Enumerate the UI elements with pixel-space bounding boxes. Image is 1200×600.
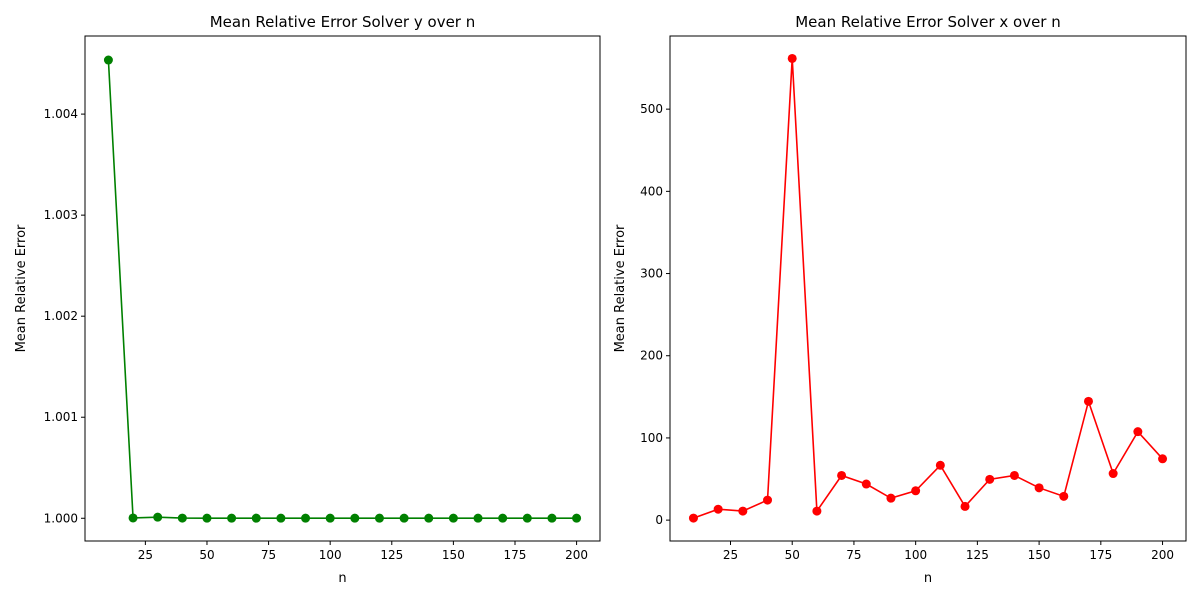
x-tick-label: 125: [380, 548, 403, 562]
x-tick-label: 150: [1028, 548, 1051, 562]
series-line-solver-x: [693, 58, 1164, 519]
x-tick-label: 50: [199, 548, 214, 562]
data-point: [1059, 491, 1069, 501]
data-point: [1108, 469, 1118, 479]
data-point: [911, 486, 921, 496]
y-tick-label: 1.001: [44, 410, 78, 424]
chart-title-solver-x: Mean Relative Error Solver x over n: [795, 13, 1061, 31]
y-tick-label: 1.004: [44, 107, 78, 121]
x-tick-label: 175: [1089, 548, 1112, 562]
data-point: [688, 513, 698, 523]
data-point: [1133, 427, 1143, 437]
data-point: [572, 513, 582, 523]
y-axis-label-solver-y: Mean Relative Error: [14, 224, 29, 352]
data-point: [763, 495, 773, 505]
data-point: [1009, 470, 1019, 480]
y-tick-label: 100: [640, 431, 663, 445]
data-point: [498, 513, 508, 523]
y-tick-label: 500: [640, 102, 663, 116]
data-point: [812, 506, 822, 516]
chart-title-solver-y: Mean Relative Error Solver y over n: [210, 13, 476, 31]
series-line-solver-y: [107, 60, 577, 519]
data-point: [738, 506, 748, 516]
y-tick-label: 300: [640, 267, 663, 281]
x-tick-label: 25: [723, 548, 738, 562]
x-tick-label: 200: [1151, 548, 1174, 562]
data-point: [713, 504, 723, 514]
data-point: [1034, 483, 1044, 493]
data-point: [448, 513, 458, 523]
data-point: [985, 474, 995, 484]
x-axis-label-solver-x: n: [924, 571, 932, 586]
data-point: [301, 513, 311, 523]
data-point: [837, 470, 847, 480]
y-tick-label: 200: [640, 349, 663, 363]
data-point: [153, 512, 163, 522]
data-point: [886, 493, 896, 503]
data-point: [424, 513, 434, 523]
plot-area-solver-y: [84, 35, 601, 542]
y-tick-label: 0: [655, 513, 663, 527]
x-tick-label: 125: [966, 548, 989, 562]
plot-area-solver-x: [669, 35, 1187, 542]
y-tick-label: 400: [640, 184, 663, 198]
x-axis-label-solver-y: n: [338, 571, 346, 586]
x-tick-label: 100: [319, 548, 342, 562]
x-tick-label: 200: [565, 548, 588, 562]
y-axis-label-solver-x: Mean Relative Error: [613, 224, 628, 352]
data-point: [473, 513, 483, 523]
data-point: [787, 53, 797, 63]
chart-solver-x: Mean Relative Error Solver x over n 25 50 7…: [613, 13, 1187, 586]
data-point: [251, 513, 261, 523]
data-point: [276, 513, 286, 523]
data-point: [177, 513, 187, 523]
y-tick-label: 1.002: [44, 309, 78, 323]
y-tick-label: 1.003: [44, 208, 78, 222]
x-tick-label: 75: [846, 548, 861, 562]
data-point: [399, 513, 409, 523]
y-tick-label: 1.000: [44, 511, 78, 525]
data-point: [128, 513, 138, 523]
x-tick-label: 25: [138, 548, 153, 562]
data-point: [861, 479, 871, 489]
data-point: [350, 513, 360, 523]
data-point: [1158, 454, 1168, 464]
data-point: [960, 501, 970, 511]
data-point: [202, 513, 212, 523]
x-tick-label: 50: [785, 548, 800, 562]
x-tick-label: 100: [904, 548, 927, 562]
data-point: [227, 513, 237, 523]
x-tick-label: 150: [442, 548, 465, 562]
x-tick-label: 75: [261, 548, 276, 562]
data-point: [103, 55, 113, 65]
data-point: [325, 513, 335, 523]
data-point: [522, 513, 532, 523]
data-point: [1083, 396, 1093, 406]
data-point: [547, 513, 557, 523]
data-point: [374, 513, 384, 523]
chart-solver-y: Mean Relative Error Solver y over n 25 50 7…: [14, 13, 601, 586]
x-tick-label: 175: [504, 548, 527, 562]
data-point: [935, 460, 945, 470]
